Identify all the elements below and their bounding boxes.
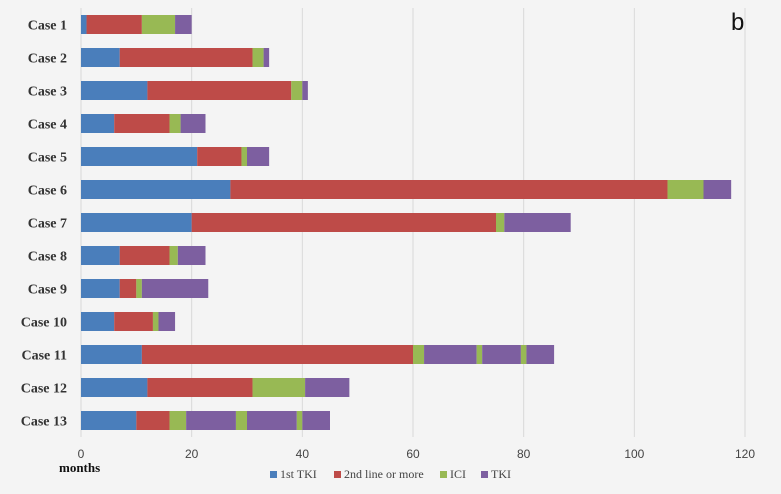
bar-segment (147, 81, 292, 100)
bar-segment (141, 15, 176, 34)
legend: 1st TKI 2nd line or more ICI TKI (270, 467, 511, 481)
bar-segment (81, 147, 198, 166)
bar-segment (81, 15, 87, 34)
bar-segment (136, 279, 142, 298)
bar-segment (263, 48, 270, 67)
category-label: Case 5 (28, 151, 67, 166)
bar-segment (197, 147, 242, 166)
bar-segment (526, 345, 555, 364)
bar-segment (247, 147, 270, 166)
category-label: Case 7 (28, 217, 67, 232)
x-tick-label: 0 (78, 447, 85, 461)
bar-segment (496, 213, 505, 232)
bar-segment (186, 411, 236, 430)
category-label: Case 10 (21, 316, 67, 331)
bar-segment (703, 180, 732, 199)
bar-segment (158, 312, 176, 331)
x-tick-labels: 0 20 40 60 80 100 120 (78, 447, 756, 461)
bar-segment (296, 411, 303, 430)
legend-swatch (481, 471, 488, 478)
bar-segment (86, 15, 142, 34)
bar-segment (230, 180, 668, 199)
legend-swatch (334, 471, 341, 478)
x-tick-label: 80 (517, 447, 531, 461)
category-label: Case 9 (28, 283, 67, 298)
x-tick-label: 60 (406, 447, 420, 461)
x-tick-label: 20 (185, 447, 199, 461)
bar-segment (413, 345, 425, 364)
legend-label: ICI (450, 467, 466, 481)
bar-segment (504, 213, 571, 232)
bar-segment (247, 411, 297, 430)
x-tick-label: 100 (624, 447, 644, 461)
bar-segment (169, 246, 178, 265)
x-axis-title: months (59, 460, 100, 475)
legend-label: TKI (491, 467, 511, 481)
bar-segment (252, 378, 306, 397)
legend-swatch (440, 471, 447, 478)
bar-segment (241, 147, 247, 166)
bar-segment (177, 246, 206, 265)
bar-segment (169, 411, 187, 430)
bar-segment (667, 180, 704, 199)
category-labels: Case 1 Case 2 Case 3 Case 4 Case 5 Case 6 Case… (21, 19, 67, 430)
bar-segment (81, 279, 120, 298)
category-label: Case 4 (28, 118, 67, 133)
category-label: Case 1 (28, 19, 67, 34)
bar-segment (169, 114, 181, 133)
bar-segment (81, 312, 115, 331)
bar-segment (119, 48, 253, 67)
bar-segment (81, 246, 120, 265)
bar-segment (147, 378, 253, 397)
bar-segment (81, 114, 115, 133)
bar-segment (81, 411, 137, 430)
bar-segment (302, 411, 330, 430)
bar-segment (119, 279, 137, 298)
category-label: Case 11 (22, 349, 68, 364)
category-label: Case 2 (28, 52, 67, 67)
bar-segment (482, 345, 521, 364)
bar-segment (424, 345, 477, 364)
category-label: Case 13 (21, 415, 67, 430)
legend-swatch (270, 471, 277, 478)
category-label: Case 3 (28, 85, 67, 100)
bar-segment (81, 378, 148, 397)
bar-segment (114, 312, 153, 331)
bar-segment (81, 345, 142, 364)
bar-segment (252, 48, 264, 67)
x-tick-label: 40 (296, 447, 310, 461)
bar-segment (476, 345, 483, 364)
bar-segment (81, 81, 148, 100)
bar-segment (81, 213, 192, 232)
bar-segment (114, 114, 170, 133)
category-label: Case 6 (28, 184, 67, 199)
bar-segment (520, 345, 527, 364)
bar-segment (302, 81, 308, 100)
bar-segment (152, 312, 159, 331)
bar-segment (191, 213, 496, 232)
x-tick-label: 120 (735, 447, 755, 461)
category-label: Case 8 (28, 250, 67, 265)
bar-segment (81, 48, 120, 67)
legend-label: 2nd line or more (344, 467, 424, 481)
bar-segment (235, 411, 247, 430)
bar-segment (81, 180, 231, 199)
bars (81, 15, 732, 430)
bar-segment (175, 15, 192, 34)
bar-segment (141, 345, 413, 364)
bar-segment (141, 279, 209, 298)
bar-segment (119, 246, 170, 265)
bar-segment (136, 411, 170, 430)
bar-segment (291, 81, 303, 100)
category-label: Case 12 (21, 382, 67, 397)
panel-letter: b (731, 9, 744, 36)
bar-segment (305, 378, 350, 397)
legend-label: 1st TKI (280, 467, 317, 481)
bar-segment (180, 114, 206, 133)
